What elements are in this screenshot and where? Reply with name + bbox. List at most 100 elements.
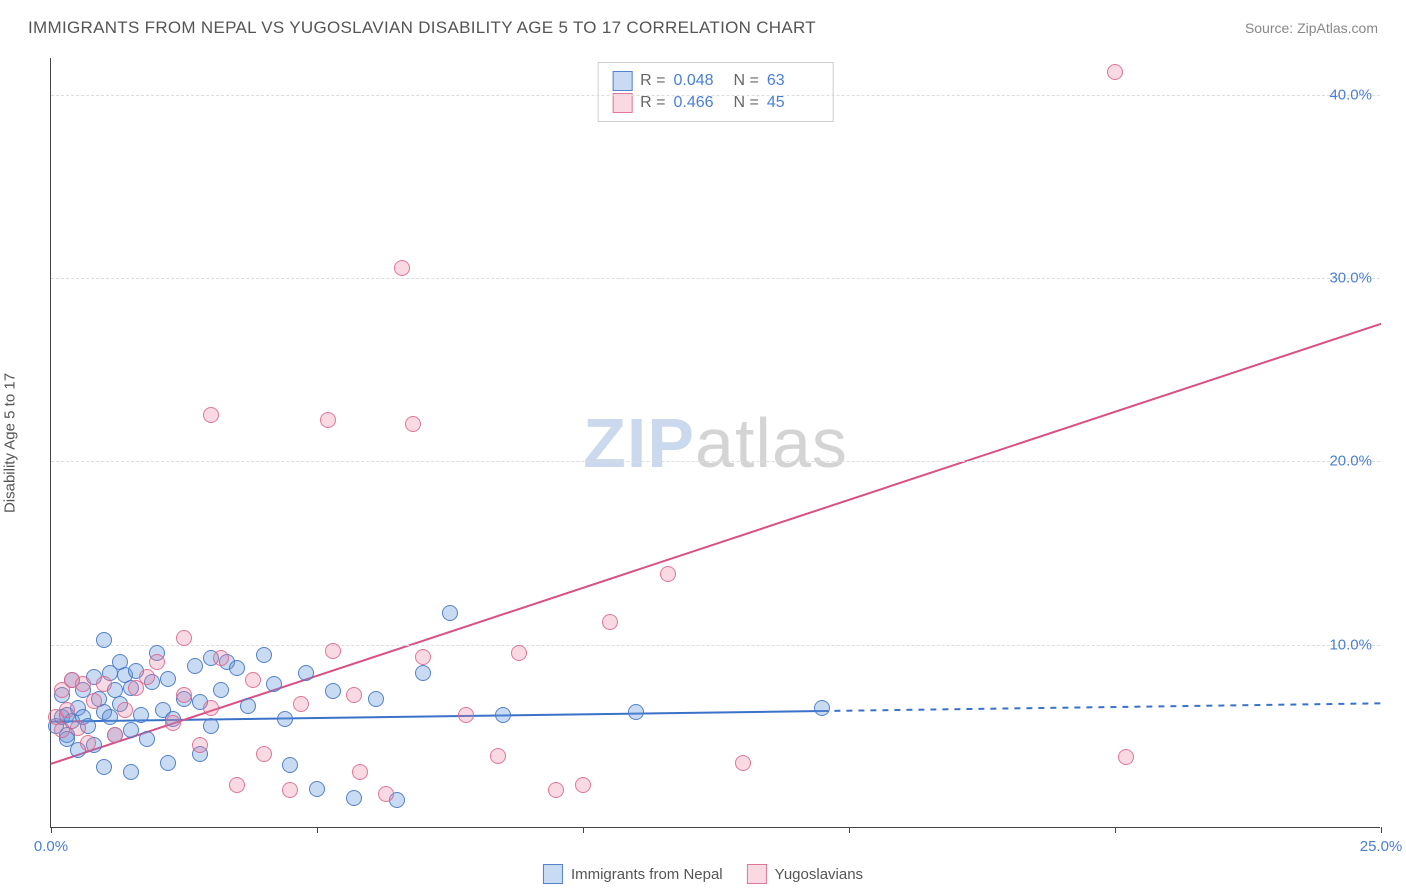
legend-item: Immigrants from Nepal — [543, 864, 723, 884]
swatch-pink-icon — [612, 93, 632, 113]
data-point — [256, 647, 272, 663]
r-label: R = — [640, 72, 665, 90]
n-label: N = — [734, 72, 759, 90]
n-value: 45 — [767, 94, 819, 112]
data-point — [203, 700, 219, 716]
stats-row: R = 0.048 N = 63 — [612, 71, 819, 91]
data-point — [415, 649, 431, 665]
data-point — [123, 764, 139, 780]
data-point — [660, 566, 676, 582]
data-point — [575, 777, 591, 793]
r-label: R = — [640, 94, 665, 112]
x-tick-mark — [51, 827, 52, 833]
y-tick-label: 10.0% — [1329, 636, 1372, 653]
data-point — [415, 665, 431, 681]
bottom-legend: Immigrants from Nepal Yugoslavians — [543, 864, 863, 884]
data-point — [86, 693, 102, 709]
source-label: Source: — [1245, 20, 1293, 36]
data-point — [495, 707, 511, 723]
swatch-blue-icon — [543, 864, 563, 884]
gridline — [51, 461, 1380, 462]
data-point — [548, 782, 564, 798]
data-point — [165, 715, 181, 731]
data-point — [256, 746, 272, 762]
data-point — [229, 660, 245, 676]
legend-item: Yugoslavians — [747, 864, 863, 884]
data-point — [282, 757, 298, 773]
chart-title: IMMIGRANTS FROM NEPAL VS YUGOSLAVIAN DIS… — [28, 18, 816, 38]
x-tick-mark — [1381, 827, 1382, 833]
x-tick-label: 25.0% — [1360, 838, 1403, 855]
data-point — [192, 737, 208, 753]
data-point — [309, 781, 325, 797]
data-point — [368, 691, 384, 707]
y-axis-label: Disability Age 5 to 17 — [2, 373, 19, 513]
data-point — [139, 731, 155, 747]
r-value: 0.048 — [674, 72, 726, 90]
legend-label: Yugoslavians — [775, 866, 863, 883]
data-point — [70, 720, 86, 736]
data-point — [80, 735, 96, 751]
data-point — [298, 665, 314, 681]
y-tick-label: 30.0% — [1329, 270, 1372, 287]
data-point — [277, 711, 293, 727]
watermark: ZIPatlas — [583, 403, 848, 483]
data-point — [378, 786, 394, 802]
data-point — [282, 782, 298, 798]
source-link[interactable]: ZipAtlas.com — [1297, 20, 1378, 36]
data-point — [75, 676, 91, 692]
data-point — [187, 658, 203, 674]
x-tick-mark — [849, 827, 850, 833]
r-value: 0.466 — [674, 94, 726, 112]
gridline — [51, 278, 1380, 279]
n-value: 63 — [767, 72, 819, 90]
data-point — [511, 645, 527, 661]
data-point — [102, 709, 118, 725]
data-point — [59, 702, 75, 718]
data-point — [96, 676, 112, 692]
data-point — [123, 722, 139, 738]
data-point — [442, 605, 458, 621]
data-point — [320, 412, 336, 428]
data-point — [176, 687, 192, 703]
data-point — [139, 669, 155, 685]
y-tick-label: 20.0% — [1329, 453, 1372, 470]
x-tick-mark — [317, 827, 318, 833]
data-point — [405, 416, 421, 432]
data-point — [325, 683, 341, 699]
data-point — [117, 702, 133, 718]
legend-label: Immigrants from Nepal — [571, 866, 723, 883]
data-point — [628, 704, 644, 720]
data-point — [602, 614, 618, 630]
data-point — [229, 777, 245, 793]
watermark-zip: ZIP — [583, 404, 695, 482]
data-point — [160, 755, 176, 771]
data-point — [325, 643, 341, 659]
data-point — [490, 748, 506, 764]
stats-row: R = 0.466 N = 45 — [612, 93, 819, 113]
gridline — [51, 645, 1380, 646]
data-point — [293, 696, 309, 712]
x-tick-mark — [583, 827, 584, 833]
data-point — [266, 676, 282, 692]
data-point — [107, 727, 123, 743]
data-point — [203, 718, 219, 734]
data-point — [176, 630, 192, 646]
data-point — [1107, 64, 1123, 80]
data-point — [352, 764, 368, 780]
swatch-pink-icon — [747, 864, 767, 884]
data-point — [54, 722, 70, 738]
data-point — [149, 654, 165, 670]
data-point — [203, 407, 219, 423]
data-point — [346, 687, 362, 703]
stats-legend: R = 0.048 N = 63 R = 0.466 N = 45 — [597, 62, 834, 122]
data-point — [96, 632, 112, 648]
data-point — [346, 790, 362, 806]
watermark-atlas: atlas — [695, 404, 848, 482]
data-point — [240, 698, 256, 714]
y-tick-label: 40.0% — [1329, 86, 1372, 103]
data-point — [213, 682, 229, 698]
data-point — [160, 671, 176, 687]
data-point — [1118, 749, 1134, 765]
data-point — [96, 759, 112, 775]
